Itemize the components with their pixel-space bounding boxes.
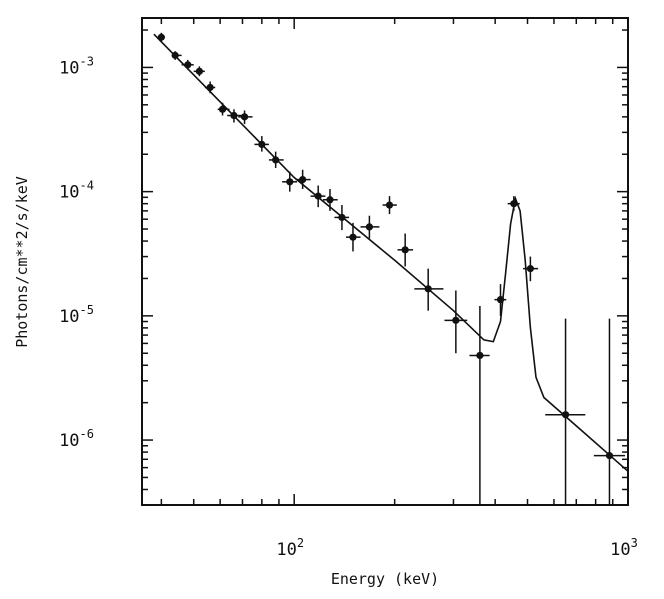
axis-ticks [142, 18, 629, 506]
y-tick-label: 10-3 [59, 54, 94, 78]
data-point [157, 32, 165, 43]
data-point [545, 318, 586, 505]
data-point [414, 268, 444, 311]
data-point [282, 171, 298, 192]
point-marker [299, 175, 307, 184]
data-point [444, 290, 468, 354]
point-marker [496, 296, 505, 304]
data-point [181, 59, 194, 70]
data-point [397, 233, 414, 267]
point-marker [184, 61, 192, 69]
data-point [254, 136, 269, 152]
plot-frame [141, 17, 629, 506]
model-line [153, 33, 629, 472]
data-point [204, 81, 216, 94]
y-tick-label: 10-5 [59, 303, 94, 327]
tick-labels: 102 103 10-3 10-4 10-5 10-6 [59, 54, 638, 560]
model-curve [153, 33, 629, 472]
point-marker [476, 351, 484, 360]
data-point [523, 256, 539, 282]
y-tick-label: 10-4 [59, 179, 94, 203]
data-point [238, 110, 253, 125]
data-point [217, 102, 230, 116]
data-point [310, 185, 326, 208]
point-marker [605, 451, 614, 460]
data-point [193, 66, 205, 77]
x-axis-label: Energy (keV) [331, 570, 439, 588]
point-marker [561, 411, 570, 419]
data-point [346, 222, 361, 252]
point-marker [171, 51, 179, 59]
data-point [295, 169, 311, 190]
y-axis-label: Photons/cm**2/s/keV [13, 176, 31, 348]
data-point [334, 205, 350, 231]
point-marker [510, 200, 518, 208]
x-tick-label: 102 [276, 536, 304, 560]
point-marker [206, 83, 214, 92]
y-tick-label: 10-6 [59, 427, 94, 451]
point-marker [365, 223, 374, 231]
data-point [268, 151, 284, 168]
point-marker [218, 105, 227, 113]
point-marker [526, 265, 534, 273]
data-point [171, 51, 182, 60]
data-point [323, 189, 338, 211]
data-point [593, 318, 626, 505]
point-marker [338, 213, 346, 222]
point-marker [424, 285, 432, 293]
point-marker [286, 178, 294, 186]
data-point [382, 196, 397, 215]
point-marker [157, 33, 165, 41]
point-marker [230, 111, 238, 120]
data-points [157, 32, 626, 505]
data-point [360, 215, 380, 239]
x-tick-label: 103 [610, 536, 638, 560]
data-point [494, 284, 507, 316]
point-marker [258, 140, 266, 149]
point-marker [314, 192, 322, 200]
point-marker [326, 196, 334, 204]
data-point [227, 109, 243, 123]
point-marker [401, 246, 409, 254]
point-marker [452, 316, 460, 324]
point-marker [240, 113, 249, 121]
data-point [507, 196, 520, 211]
point-marker [195, 67, 203, 75]
point-marker [272, 156, 280, 164]
point-marker [385, 201, 394, 209]
point-marker [349, 233, 357, 241]
data-point [469, 306, 490, 505]
